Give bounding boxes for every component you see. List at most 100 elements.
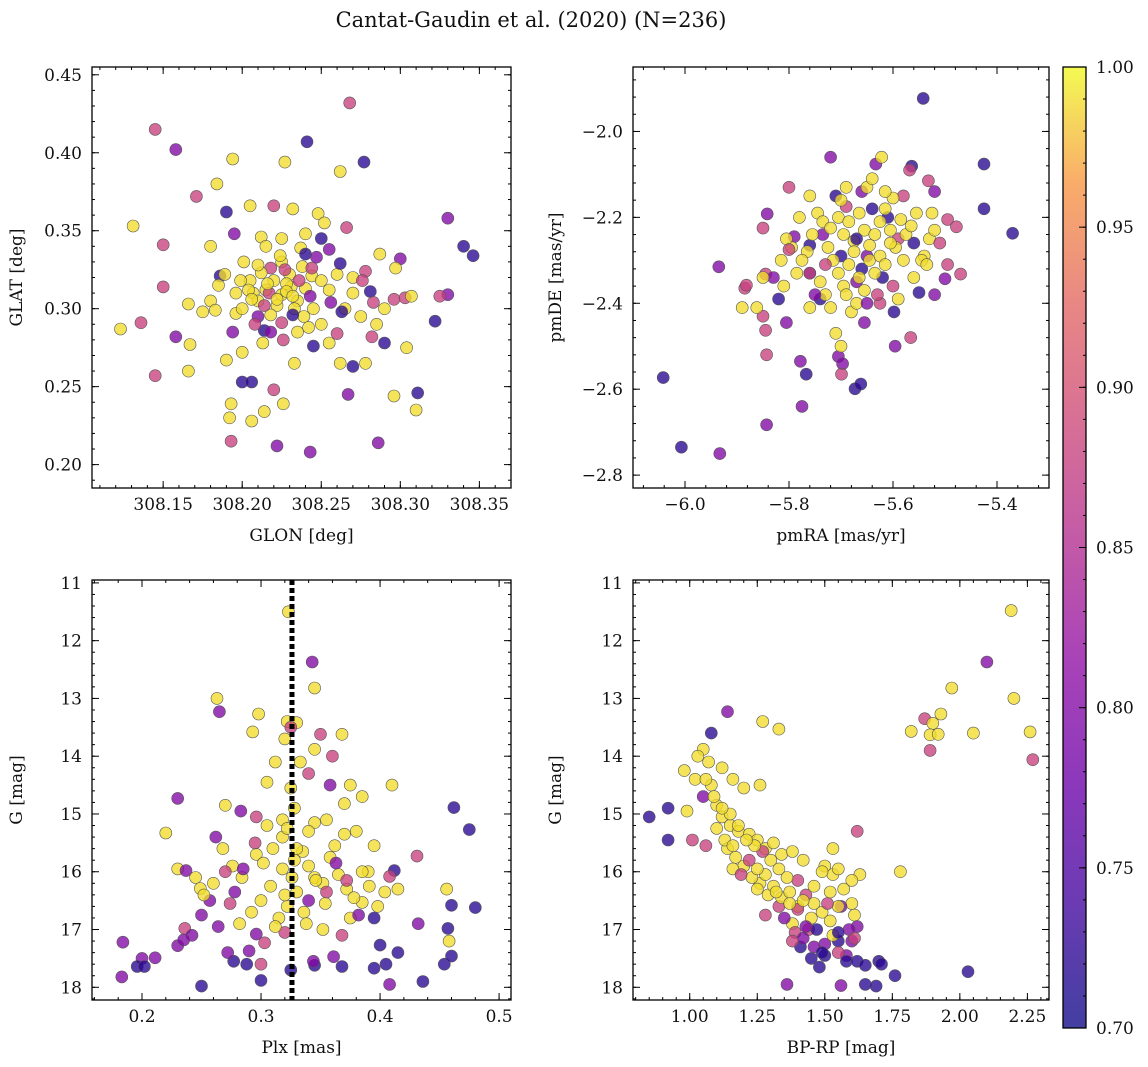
data-point: [209, 303, 222, 317]
scatter-panel-glon-glat: 308.15 308.20 308.25 308.30 308.35 0.20 0.25 0.…: [7, 66, 512, 546]
data-point: [699, 772, 713, 786]
data-point: [252, 707, 265, 721]
data-point: [389, 261, 402, 275]
y-tick-label: −2.8: [582, 466, 623, 486]
data-point: [309, 874, 323, 887]
x-axis-label: Plx [mas]: [261, 1038, 341, 1058]
data-point: [837, 882, 851, 896]
data-point: [322, 283, 336, 297]
y-tick-label: 14: [601, 747, 623, 767]
data-point: [910, 206, 923, 220]
y-axis-label: G [mag]: [7, 755, 27, 824]
data-point: [774, 253, 788, 267]
data-point: [267, 199, 281, 213]
data-point: [775, 848, 788, 861]
data-point: [229, 286, 243, 300]
data-point: [961, 965, 975, 979]
data-point: [254, 894, 268, 907]
colorbar-tick-label: 0.95: [1096, 218, 1134, 238]
data-point: [735, 301, 749, 314]
data-point: [904, 219, 918, 233]
data-point: [715, 801, 729, 815]
data-point: [254, 957, 268, 971]
scatter-points: [115, 605, 482, 993]
data-point: [235, 345, 249, 359]
data-point: [740, 278, 753, 292]
y-tick-label: 18: [60, 978, 82, 998]
x-axis-label: GLON [deg]: [249, 526, 353, 546]
data-point: [713, 447, 727, 460]
data-point: [373, 247, 387, 261]
data-point: [824, 150, 837, 164]
data-point: [783, 897, 797, 910]
data-point: [220, 353, 233, 367]
x-tick-label: 308.20: [212, 495, 271, 515]
data-point: [264, 879, 277, 893]
data-point: [795, 400, 809, 413]
data-point: [742, 853, 756, 867]
data-point: [799, 920, 813, 933]
scatter-points: [642, 604, 1040, 993]
y-tick-label: −2.0: [582, 122, 623, 142]
data-point: [391, 946, 405, 959]
data-point: [858, 316, 871, 329]
data-point: [852, 271, 866, 284]
data-point: [270, 292, 284, 306]
y-tick-label: 0.30: [44, 300, 82, 320]
data-point: [365, 330, 379, 344]
data-point: [884, 236, 897, 250]
data-point: [839, 181, 853, 194]
colorbar-tick-label: 1.00: [1096, 58, 1134, 78]
data-point: [383, 978, 396, 991]
data-point: [783, 885, 797, 899]
data-point: [922, 174, 935, 188]
data-point: [343, 778, 357, 792]
x-tick-label: 0.2: [128, 1007, 155, 1027]
data-point: [815, 865, 829, 879]
data-point: [796, 931, 810, 945]
data-point: [248, 317, 262, 331]
data-point: [220, 205, 233, 219]
data-point: [340, 221, 353, 234]
data-point: [338, 797, 351, 810]
data-point: [223, 411, 236, 425]
data-point: [894, 213, 908, 226]
y-tick-label: −2.2: [582, 208, 623, 228]
data-point: [177, 933, 190, 947]
data-point: [865, 202, 879, 216]
data-point: [808, 288, 822, 302]
data-point: [235, 302, 249, 316]
data-point: [441, 211, 455, 225]
data-point: [210, 177, 224, 191]
data-point: [138, 960, 151, 973]
data-point: [326, 749, 339, 763]
data-point: [226, 152, 239, 166]
data-point: [320, 885, 333, 899]
data-point: [292, 274, 306, 287]
data-point: [226, 325, 239, 339]
data-point: [254, 974, 268, 987]
data-point: [688, 772, 702, 786]
data-point: [759, 323, 772, 337]
data-point: [848, 908, 861, 922]
data-point: [920, 258, 934, 271]
data-point: [782, 243, 796, 256]
data-point: [803, 301, 817, 314]
data-point: [264, 308, 278, 322]
data-point: [834, 339, 848, 353]
y-tick-label: 13: [60, 689, 82, 709]
data-point: [847, 245, 861, 258]
data-point: [734, 868, 748, 881]
y-tick-label: 11: [601, 574, 623, 594]
data-point: [260, 775, 274, 789]
data-point: [782, 181, 796, 194]
x-tick-label: 2.25: [1008, 1007, 1046, 1027]
y-tick-label: −2.6: [582, 380, 623, 400]
data-point: [307, 339, 320, 353]
data-point: [213, 705, 226, 719]
data-point: [791, 874, 805, 887]
data-point: [441, 922, 455, 935]
data-point: [715, 761, 729, 775]
y-tick-label: 0.40: [44, 144, 82, 164]
